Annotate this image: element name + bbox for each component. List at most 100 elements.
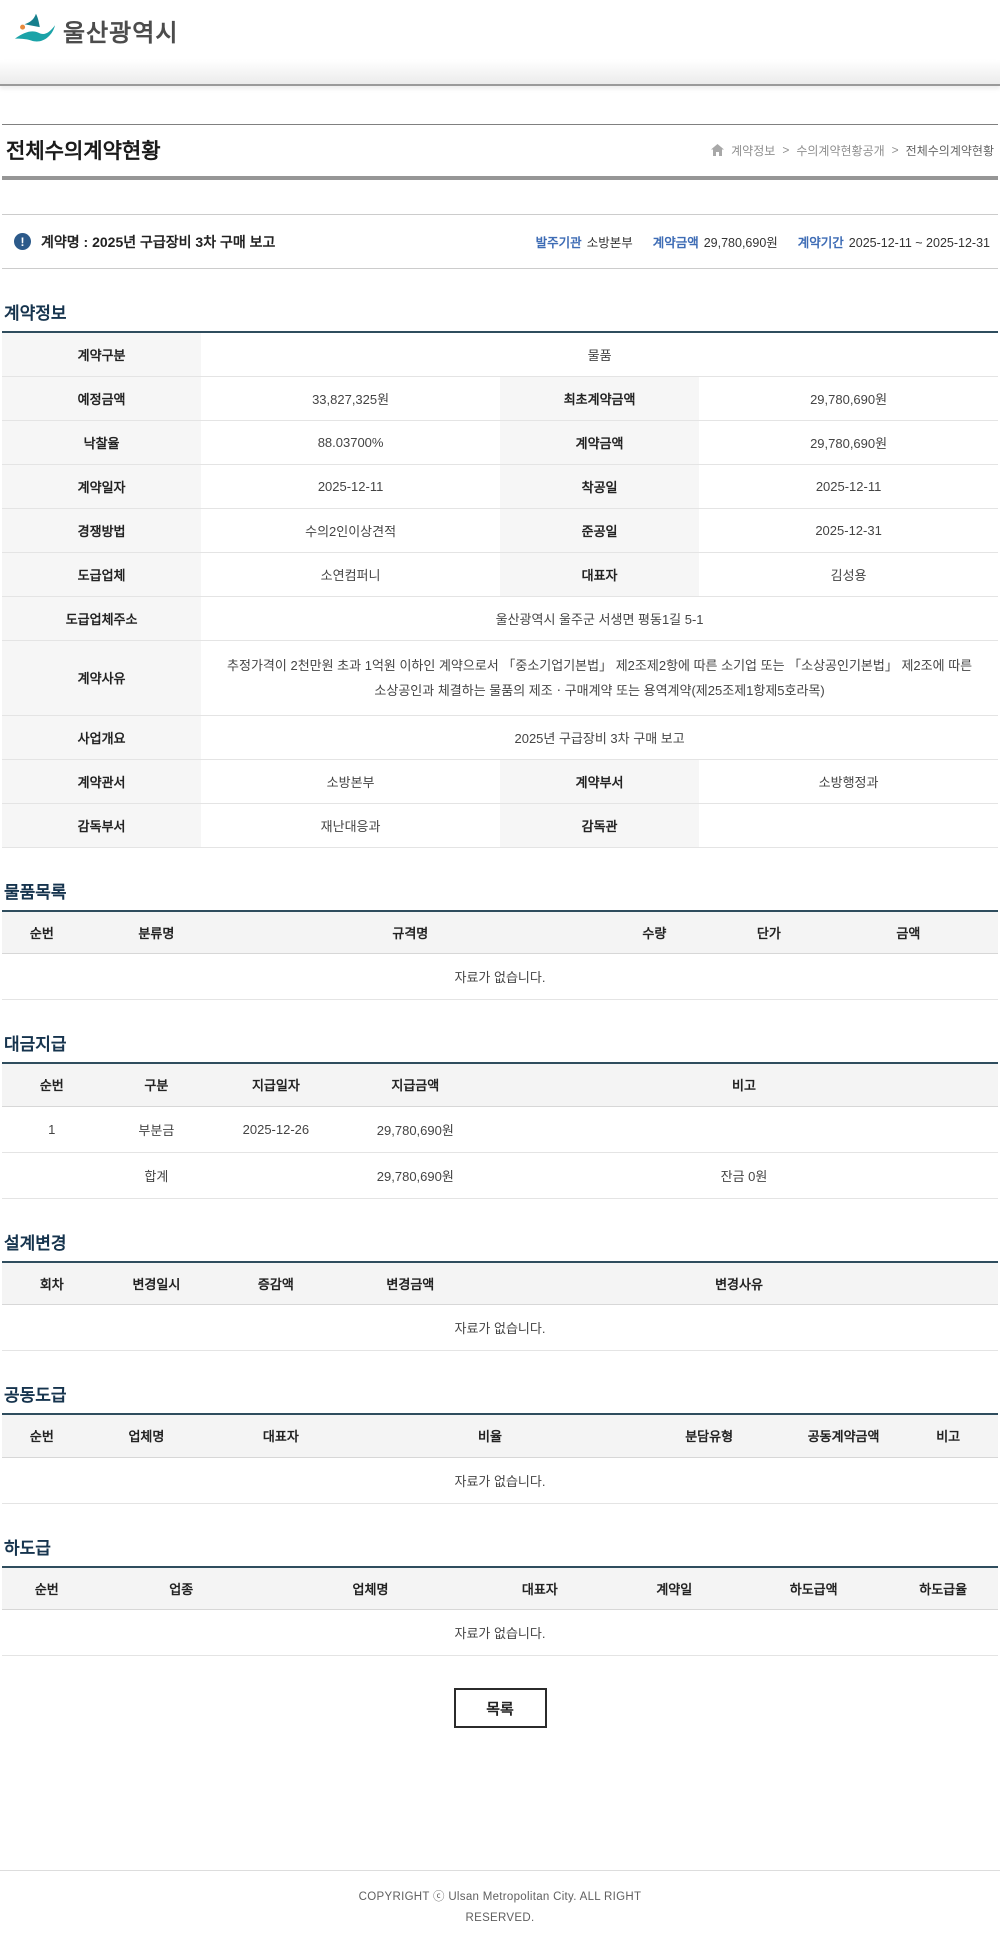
table-row: 감독부서 재난대응과 감독관 bbox=[2, 803, 998, 848]
page-title: 전체수의계약현황 bbox=[6, 140, 161, 163]
info-value: 수의2인이상견적 bbox=[201, 508, 500, 553]
col-header: 단가 bbox=[719, 910, 819, 954]
subcontract-table: 순번 업종 업체명 대표자 계약일 하도급액 하도급율 자료가 없습니다. bbox=[2, 1565, 998, 1656]
col-header: 지급금액 bbox=[340, 1063, 490, 1107]
col-header: 변경일시 bbox=[101, 1261, 212, 1305]
info-value: 2025년 구급장비 3차 구매 보고 bbox=[201, 715, 998, 760]
table-row: 계약사유 추정가격이 2천만원 초과 1억원 이하인 계약으로서 「중소기업기본… bbox=[2, 640, 998, 716]
contract-amount-label: 계약금액 bbox=[652, 236, 699, 250]
info-label: 계약금액 bbox=[499, 420, 700, 465]
col-header: 변경사유 bbox=[480, 1261, 998, 1305]
info-value: 소방본부 bbox=[201, 759, 500, 804]
info-label: 계약부서 bbox=[499, 759, 700, 804]
payment-date bbox=[211, 1152, 341, 1199]
payment-amount: 29,780,690원 bbox=[340, 1106, 490, 1153]
info-label: 계약관서 bbox=[2, 759, 202, 804]
payment-total-label: 합계 bbox=[101, 1152, 212, 1199]
col-header: 증감액 bbox=[211, 1261, 341, 1305]
button-row: 목록 bbox=[2, 1688, 998, 1728]
no-data-message: 자료가 없습니다. bbox=[2, 1304, 998, 1351]
col-header: 하도급액 bbox=[739, 1566, 889, 1610]
info-value: 2025-12-31 bbox=[699, 508, 998, 553]
payment-no bbox=[2, 1152, 102, 1199]
no-data-message: 자료가 없습니다. bbox=[2, 1457, 998, 1504]
breadcrumb-item-contract-info[interactable]: 계약정보 bbox=[731, 143, 776, 158]
section-joint-contract: 공동도급 순번 업체명 대표자 비율 분담유형 공동계약금액 비고 자료가 없습… bbox=[2, 1381, 998, 1504]
col-header: 업체명 bbox=[270, 1566, 471, 1610]
info-value: 29,780,690원 bbox=[699, 420, 998, 465]
col-header: 비고 bbox=[898, 1414, 998, 1458]
site-footer: COPYRIGHT ⓒ Ulsan Metropolitan City. ALL… bbox=[0, 1870, 1000, 1958]
section-design-change: 설계변경 회차 변경일시 증감액 변경금액 변경사유 자료가 없습니다. bbox=[2, 1229, 998, 1351]
contract-summary-bar: ! 계약명 : 2025년 구급장비 3차 구매 보고 발주기관 소방본부 계약금… bbox=[2, 214, 998, 269]
payment-type: 부분금 bbox=[101, 1106, 212, 1153]
col-header: 순번 bbox=[2, 1414, 82, 1458]
table-total-row: 합계 29,780,690원 잔금 0원 bbox=[2, 1152, 998, 1199]
col-header: 분담유형 bbox=[629, 1414, 789, 1458]
design-change-table: 회차 변경일시 증감액 변경금액 변경사유 자료가 없습니다. bbox=[2, 1260, 998, 1351]
info-value: 재난대응과 bbox=[201, 803, 500, 848]
site-name: 울산광역시 bbox=[63, 19, 179, 47]
info-label: 사업개요 bbox=[2, 715, 202, 760]
info-value: 88.03700% bbox=[201, 420, 500, 465]
col-header: 구분 bbox=[101, 1063, 212, 1107]
contract-name-text: 계약명 : 2025년 구급장비 3차 구매 보고 bbox=[41, 233, 276, 250]
info-value: 추정가격이 2천만원 초과 1억원 이하인 계약으로서 「중소기업기본법」 제2… bbox=[201, 640, 998, 716]
home-icon[interactable] bbox=[711, 144, 725, 156]
breadcrumb: 계약정보 > 수의계약현황공개 > 전체수의계약현황 bbox=[711, 142, 994, 159]
info-value: 2025-12-11 bbox=[699, 464, 998, 509]
info-value: 물품 bbox=[201, 332, 998, 377]
col-header: 업체명 bbox=[81, 1414, 212, 1458]
info-label: 감독관 bbox=[499, 803, 700, 848]
table-row: 자료가 없습니다. bbox=[2, 1304, 998, 1351]
table-row: 1 부분금 2025-12-26 29,780,690원 bbox=[2, 1106, 998, 1153]
table-header-row: 순번 업종 업체명 대표자 계약일 하도급액 하도급율 bbox=[2, 1566, 998, 1610]
table-row: 자료가 없습니다. bbox=[2, 1609, 998, 1656]
table-header-row: 회차 변경일시 증감액 변경금액 변경사유 bbox=[2, 1261, 998, 1305]
table-row: 낙찰율 88.03700% 계약금액 29,780,690원 bbox=[2, 420, 998, 465]
table-row: 도급업체 소연컴퍼니 대표자 김성용 bbox=[2, 552, 998, 597]
table-row: 사업개요 2025년 구급장비 3차 구매 보고 bbox=[2, 715, 998, 760]
table-row: 계약구분 물품 bbox=[2, 332, 998, 377]
site-header: 울산광역시 bbox=[0, 0, 1000, 60]
section-title-contract-info: 계약정보 bbox=[4, 304, 67, 323]
info-value: 2025-12-11 bbox=[201, 464, 500, 509]
col-header: 비고 bbox=[490, 1063, 998, 1107]
list-button[interactable]: 목록 bbox=[453, 1688, 547, 1728]
section-title-joint-contract: 공동도급 bbox=[4, 1386, 67, 1405]
info-value: 소연컴퍼니 bbox=[201, 552, 500, 597]
col-header: 회차 bbox=[2, 1261, 102, 1305]
info-value: 소방행정과 bbox=[699, 759, 998, 804]
info-label: 낙찰율 bbox=[2, 420, 202, 465]
contract-amount-value: 29,780,690원 bbox=[703, 236, 778, 250]
title-divider bbox=[2, 176, 998, 180]
table-row: 자료가 없습니다. bbox=[2, 953, 998, 1000]
contract-period-field: 계약기간 2025-12-11 ~ 2025-12-31 bbox=[798, 232, 990, 251]
info-value: 29,780,690원 bbox=[699, 376, 998, 421]
breadcrumb-separator: > bbox=[891, 143, 899, 157]
col-header: 업종 bbox=[91, 1566, 271, 1610]
contract-period-value: 2025-12-11 ~ 2025-12-31 bbox=[848, 236, 990, 250]
breadcrumb-item-current: 전체수의계약현황 bbox=[905, 143, 994, 158]
col-header: 지급일자 bbox=[211, 1063, 341, 1107]
contract-name-group: ! 계약명 : 2025년 구급장비 3차 구매 보고 bbox=[14, 232, 275, 252]
info-value: 33,827,325원 bbox=[201, 376, 500, 421]
section-item-list: 물품목록 순번 분류명 규격명 수량 단가 금액 자료가 없습니다. bbox=[2, 878, 998, 1000]
info-label: 착공일 bbox=[499, 464, 700, 509]
col-header: 수량 bbox=[589, 910, 720, 954]
col-header: 순번 bbox=[2, 910, 82, 954]
breadcrumb-item-disclosure[interactable]: 수의계약현황공개 bbox=[796, 143, 885, 158]
contract-period-label: 계약기간 bbox=[797, 236, 844, 250]
info-value bbox=[699, 803, 998, 848]
col-header: 분류명 bbox=[81, 910, 232, 954]
ulsan-logo-icon bbox=[14, 12, 56, 48]
table-row: 자료가 없습니다. bbox=[2, 1457, 998, 1504]
site-logo[interactable]: 울산광역시 bbox=[14, 12, 178, 48]
col-header: 계약일 bbox=[609, 1566, 739, 1610]
contract-summary-fields: 발주기관 소방본부 계약금액 29,780,690원 계약기간 2025-12-11 … bbox=[536, 232, 990, 251]
info-label: 감독부서 bbox=[2, 803, 202, 848]
table-row: 계약일자 2025-12-11 착공일 2025-12-11 bbox=[2, 464, 998, 509]
table-row: 예정금액 33,827,325원 최초계약금액 29,780,690원 bbox=[2, 376, 998, 421]
ordering-agency-label: 발주기관 bbox=[535, 236, 582, 250]
payment-date: 2025-12-26 bbox=[211, 1106, 341, 1153]
